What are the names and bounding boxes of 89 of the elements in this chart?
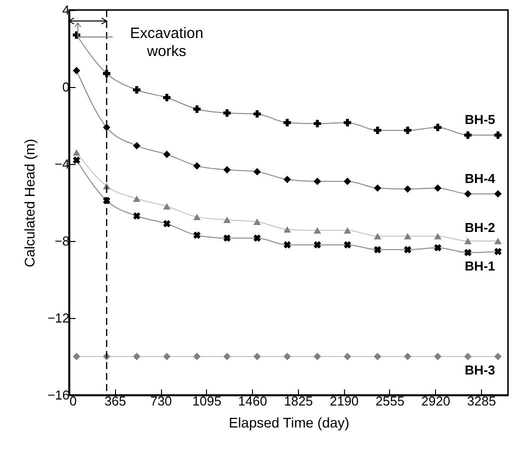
point (374, 352, 382, 360)
point (284, 241, 291, 249)
x-tick-label: 3285 (467, 394, 496, 408)
point (434, 244, 442, 252)
point (72, 149, 80, 156)
point (494, 352, 502, 360)
point (163, 94, 171, 102)
point (223, 352, 231, 360)
point (253, 234, 261, 242)
x-axis-title: Elapsed Time (day) (228, 414, 350, 430)
point (133, 195, 140, 202)
point (404, 232, 412, 240)
point (284, 226, 291, 233)
point (253, 110, 261, 118)
point (284, 176, 291, 184)
x-tick-label: 2190 (330, 394, 359, 408)
point (314, 120, 322, 128)
y-axis-title: Calculated Head (m) (21, 138, 38, 268)
point (163, 220, 171, 228)
point (434, 232, 442, 240)
point (163, 203, 171, 210)
point (223, 166, 231, 174)
x-tick-label: 1095 (192, 394, 222, 408)
ref-line-label: Excavation works (130, 25, 204, 60)
point (314, 352, 322, 360)
x-tick-label: 730 (150, 394, 172, 408)
x-tick-label: 2555 (376, 394, 404, 408)
series-label: BH-3 (464, 362, 496, 378)
point (404, 246, 412, 254)
point (193, 105, 201, 113)
y-tick-label: 4 (62, 2, 70, 18)
point (223, 234, 231, 242)
point (133, 142, 140, 150)
y-tick-label: −4 (54, 156, 70, 172)
point (374, 184, 382, 192)
x-tick-label: 2920 (421, 394, 450, 408)
point (464, 248, 472, 256)
point (464, 190, 472, 198)
point (464, 238, 472, 244)
point (133, 212, 140, 220)
point (253, 352, 261, 360)
point (404, 352, 412, 360)
point (193, 214, 201, 220)
point (163, 150, 171, 158)
point (284, 118, 291, 126)
series-label: BH-2 (464, 220, 496, 235)
x-tick-label: 1460 (238, 394, 268, 408)
point (344, 178, 352, 186)
point (344, 241, 352, 249)
point (374, 246, 382, 254)
point (344, 352, 352, 360)
point (434, 184, 442, 192)
y-tick-label: −16 (47, 388, 70, 402)
point (253, 168, 261, 176)
y-tick-label: −12 (47, 310, 70, 326)
point (133, 86, 140, 94)
point (223, 216, 231, 224)
point (72, 66, 80, 74)
x-tick-label: 365 (104, 394, 126, 408)
point (163, 352, 171, 360)
point (494, 248, 502, 256)
point (434, 124, 442, 132)
point (344, 227, 352, 234)
y-tick-label: −8 (54, 234, 70, 248)
point (494, 131, 502, 139)
point (314, 227, 322, 234)
point (404, 185, 412, 193)
point (314, 178, 322, 186)
point (72, 352, 80, 360)
series-label: BH-1 (464, 258, 496, 274)
point (193, 232, 201, 239)
point (253, 218, 261, 225)
point (72, 156, 80, 164)
point (314, 241, 322, 249)
point (464, 131, 472, 139)
point (464, 352, 472, 360)
point (374, 232, 382, 240)
series-label: BH-4 (464, 170, 496, 186)
point (193, 162, 201, 170)
series-label: BH-5 (464, 112, 496, 128)
point (344, 118, 352, 126)
point (494, 238, 502, 244)
point (223, 109, 231, 117)
point (374, 126, 382, 134)
x-tick-label: 1825 (284, 394, 313, 408)
point (193, 352, 201, 360)
point (404, 126, 412, 134)
point (494, 190, 502, 198)
point (102, 124, 110, 132)
